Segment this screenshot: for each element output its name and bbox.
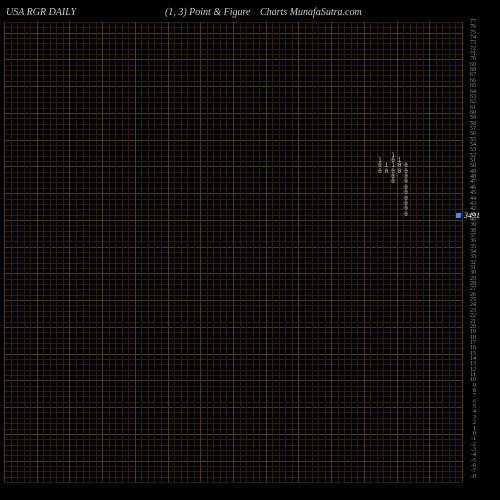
y-axis: 7776757473727170696867666564636261605958… bbox=[466, 22, 498, 482]
pf-columns: 1001010100010000000000003491 bbox=[4, 22, 462, 482]
chart-header: USA RGR DAILY (1, 3) Point & Figure Char… bbox=[0, 4, 500, 20]
pf-mark: 0 bbox=[377, 169, 383, 175]
chart-type-label: (1, 3) Point & Figure bbox=[165, 7, 250, 18]
ticker-label: USA RGR DAILY bbox=[6, 7, 76, 18]
pf-mark: 0 bbox=[403, 212, 409, 218]
pf-mark: 0 bbox=[397, 169, 403, 175]
pf-chart: 1001010100010000000000003491 bbox=[4, 22, 462, 482]
y-tick-label: -8 bbox=[462, 474, 476, 480]
pf-mark: 0 bbox=[383, 169, 389, 175]
pf-mark: 0 bbox=[390, 179, 396, 185]
source-label: Charts MunafaSutra.com bbox=[260, 7, 362, 18]
current-price-marker bbox=[456, 213, 461, 218]
